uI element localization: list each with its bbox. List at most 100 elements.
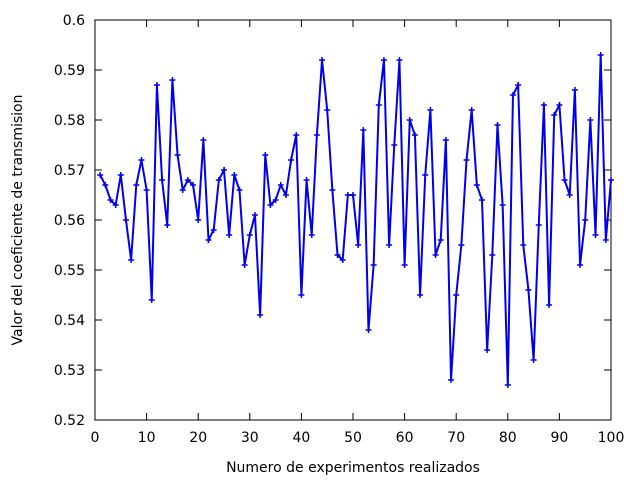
data-point-74 — [473, 182, 480, 188]
data-point-98 — [597, 52, 604, 58]
x-tick-label-6: 60 — [396, 430, 414, 446]
data-point-94 — [577, 262, 584, 268]
y-tick-label-6: 0.58 — [54, 113, 85, 129]
data-point-26 — [226, 232, 233, 238]
data-point-75 — [479, 197, 485, 203]
data-point-83 — [520, 242, 527, 248]
x-tick-label-8: 80 — [499, 430, 517, 446]
y-axis-label: Valor del coeficiente de transmision — [10, 95, 26, 346]
data-point-16 — [174, 152, 181, 158]
x-tick-label-1: 10 — [138, 430, 156, 446]
data-point-54 — [370, 262, 377, 268]
axis-ticks — [94, 19, 612, 421]
data-point-39 — [293, 132, 300, 138]
data-point-42 — [308, 232, 315, 238]
data-point-27 — [231, 172, 238, 178]
data-point-18 — [184, 177, 191, 183]
data-point-62 — [411, 132, 418, 138]
series-line — [99, 54, 612, 386]
data-point-99 — [602, 237, 609, 243]
data-point-50 — [350, 192, 356, 198]
data-point-49 — [344, 192, 351, 198]
data-point-43 — [313, 132, 320, 138]
data-point-66 — [432, 252, 439, 258]
data-point-64 — [422, 172, 429, 178]
data-point-76 — [484, 347, 491, 353]
data-point-67 — [437, 237, 444, 243]
y-tick-label-0: 0.52 — [54, 413, 85, 429]
data-point-44 — [319, 57, 326, 63]
data-point-5 — [117, 172, 124, 178]
data-point-93 — [571, 87, 578, 93]
data-point-17 — [179, 187, 186, 193]
data-point-47 — [334, 252, 341, 258]
x-tick-label-2: 20 — [189, 430, 207, 446]
data-point-95 — [582, 217, 589, 223]
data-point-25 — [221, 167, 227, 173]
data-point-87 — [540, 102, 547, 108]
y-tick-label-4: 0.56 — [54, 213, 85, 229]
x-tick-label-5: 50 — [344, 430, 362, 446]
data-point-28 — [236, 187, 243, 193]
x-axis-label: Numero de experimentos realizados — [226, 460, 480, 476]
data-point-71 — [458, 242, 465, 248]
y-tick-label-7: 0.59 — [54, 63, 85, 79]
data-point-9 — [138, 157, 145, 163]
data-point-48 — [339, 257, 346, 263]
data-point-59 — [396, 57, 403, 63]
data-point-60 — [401, 262, 408, 268]
data-point-78 — [494, 122, 501, 128]
data-point-61 — [406, 117, 413, 123]
data-point-34 — [267, 202, 274, 208]
data-point-20 — [195, 217, 202, 223]
data-point-63 — [417, 292, 424, 298]
data-point-19 — [190, 182, 197, 188]
x-tick-label-3: 30 — [241, 430, 259, 446]
data-point-79 — [499, 202, 506, 208]
y-tick-label-2: 0.54 — [54, 313, 85, 329]
data-point-8 — [133, 182, 140, 188]
data-point-81 — [509, 92, 516, 98]
data-point-31 — [251, 212, 258, 218]
data-point-72 — [463, 157, 470, 163]
data-point-58 — [391, 142, 398, 148]
data-point-21 — [200, 137, 207, 143]
data-point-56 — [380, 57, 387, 63]
data-point-97 — [592, 232, 599, 238]
data-point-35 — [272, 197, 279, 203]
data-point-12 — [153, 82, 160, 88]
data-points — [97, 52, 614, 388]
data-point-100 — [608, 177, 614, 183]
data-point-15 — [169, 77, 176, 83]
data-point-68 — [442, 137, 449, 143]
data-point-90 — [556, 102, 563, 108]
data-point-38 — [288, 157, 295, 163]
data-point-2 — [102, 182, 109, 188]
data-point-84 — [525, 287, 532, 293]
data-point-65 — [427, 107, 434, 113]
data-point-57 — [386, 242, 393, 248]
data-point-7 — [128, 257, 135, 263]
data-point-29 — [241, 262, 248, 268]
data-point-51 — [355, 242, 362, 248]
data-point-6 — [122, 217, 129, 223]
data-point-40 — [298, 292, 305, 298]
x-tick-label-0: 0 — [91, 430, 100, 446]
data-point-70 — [453, 292, 460, 298]
data-point-23 — [210, 227, 217, 233]
data-point-46 — [329, 187, 336, 193]
data-point-3 — [107, 197, 114, 203]
data-point-36 — [277, 182, 284, 188]
data-point-1 — [97, 172, 104, 178]
tick-labels: 0 10 20 30 40 50 60 70 80 90 100 0.52 0.53 0.54 0.55 0.… — [54, 13, 625, 446]
data-point-55 — [375, 102, 382, 108]
data-point-92 — [566, 192, 573, 198]
data-point-4 — [112, 202, 119, 208]
data-point-10 — [143, 187, 150, 193]
data-point-30 — [246, 232, 253, 238]
data-point-45 — [324, 107, 331, 113]
data-point-91 — [561, 177, 568, 183]
data-point-73 — [468, 107, 475, 113]
data-point-89 — [551, 112, 558, 118]
x-tick-label-10: 100 — [598, 430, 625, 446]
